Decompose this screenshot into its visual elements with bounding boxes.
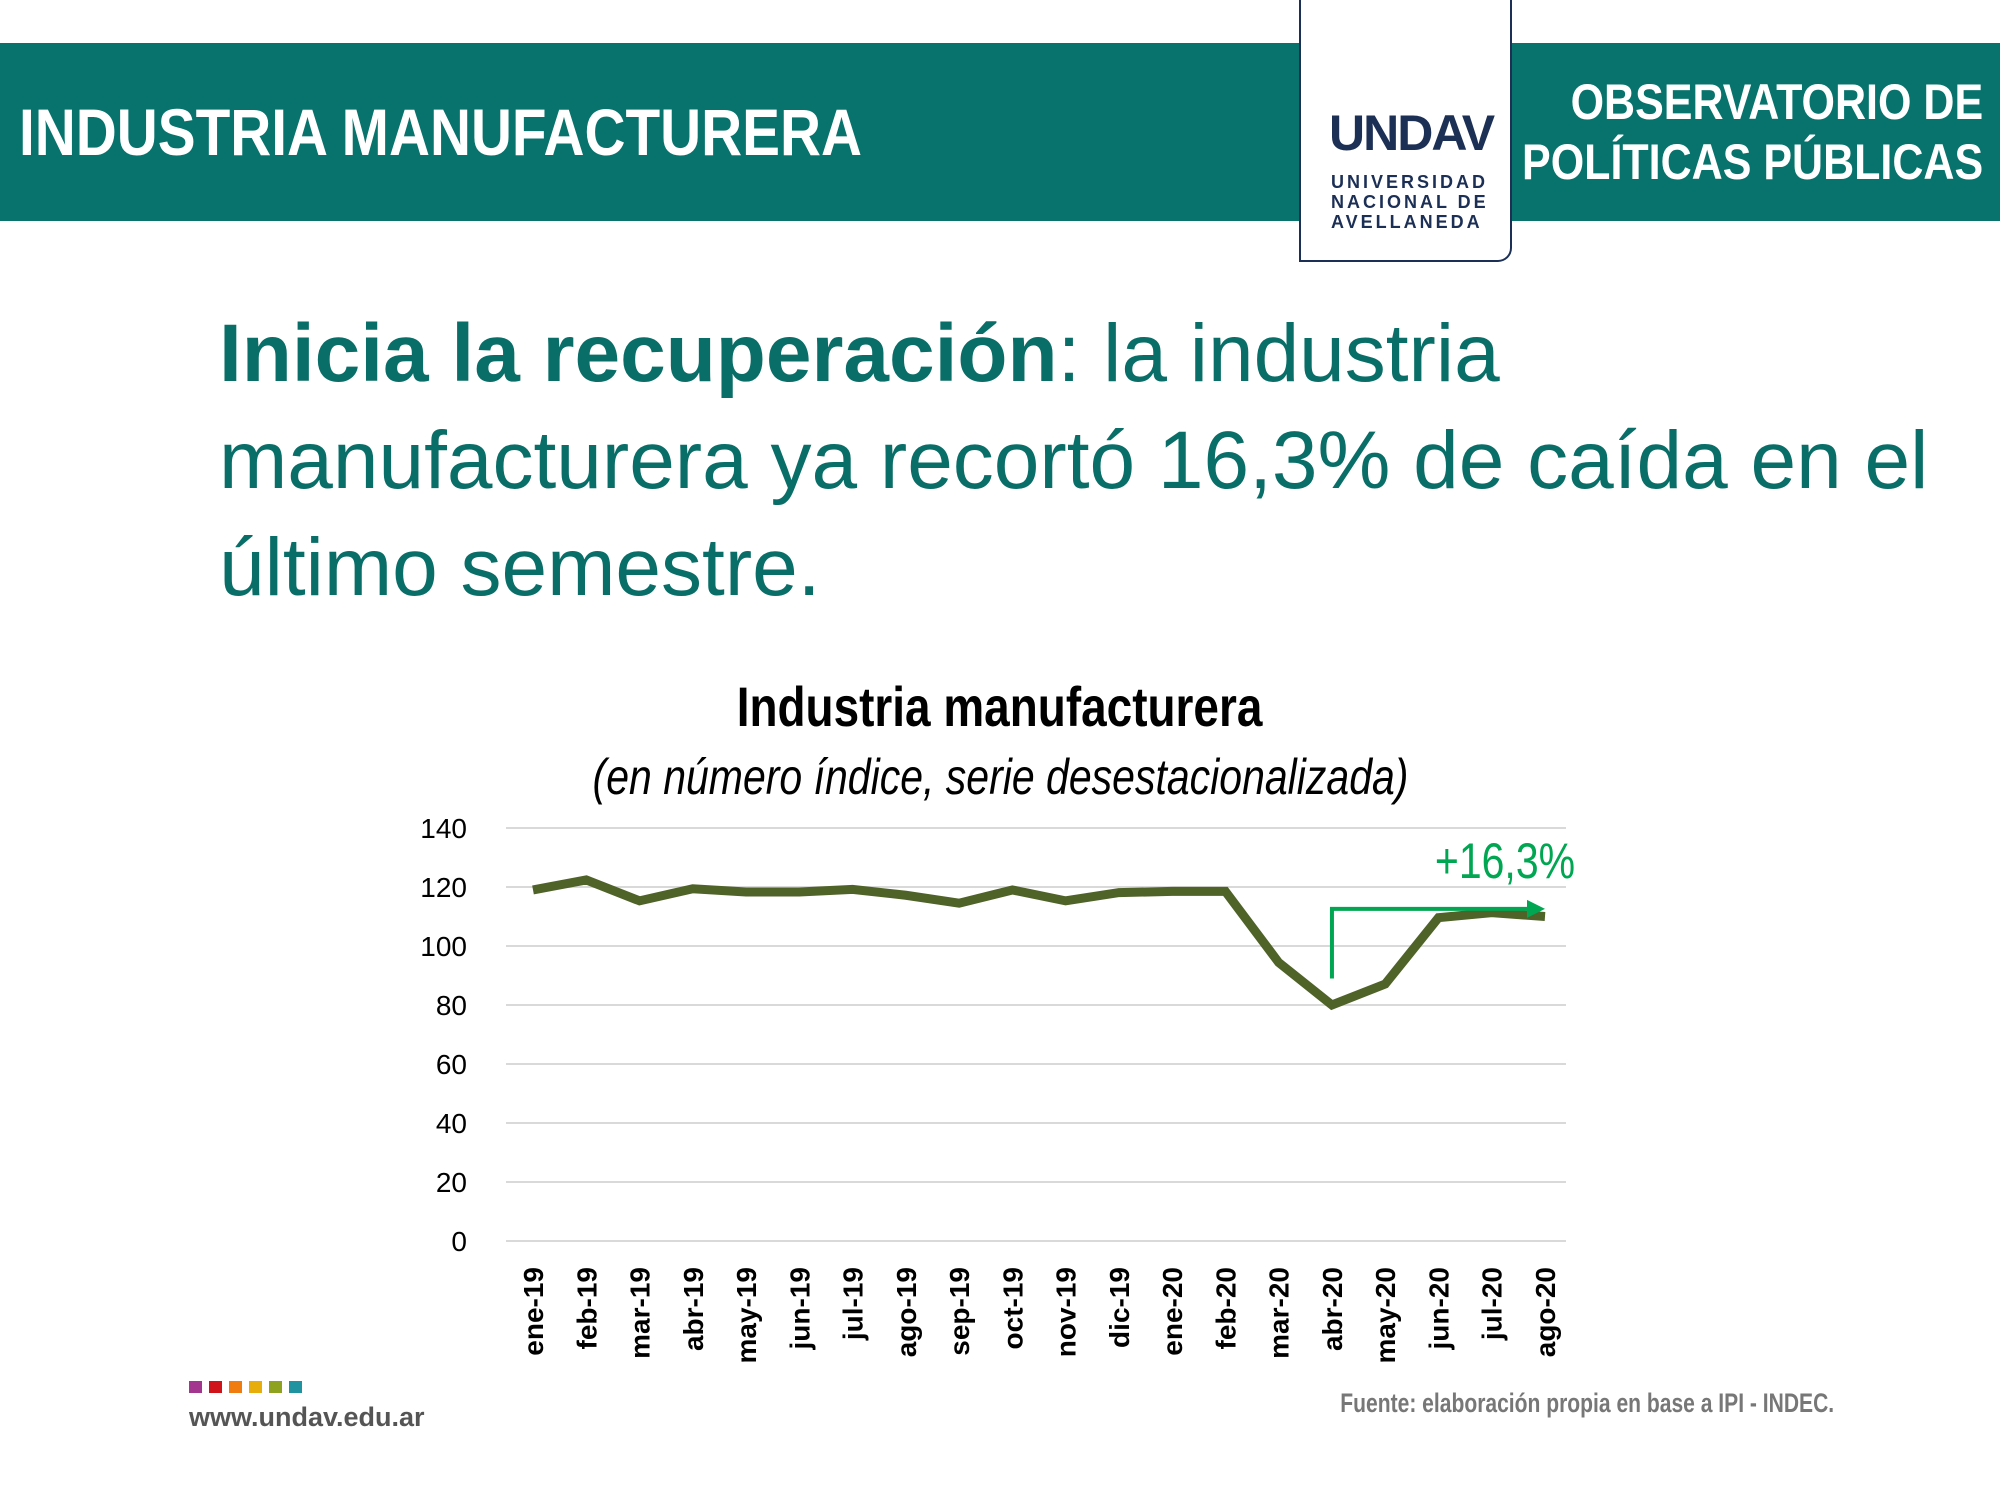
y-tick-label: 40 xyxy=(436,1108,467,1139)
color-square xyxy=(229,1381,242,1393)
website-link[interactable]: www.undav.edu.ar xyxy=(189,1402,425,1432)
chart-subtitle: (en número índice, serie desestacionaliz… xyxy=(0,748,2000,806)
logo-line2: NACIONAL DE xyxy=(1331,192,1489,212)
brand-color-squares xyxy=(189,1381,302,1393)
x-tick-label: mar-19 xyxy=(625,1267,656,1359)
logo-line1: UNIVERSIDAD xyxy=(1331,172,1489,192)
y-tick-label: 80 xyxy=(436,990,467,1021)
color-square xyxy=(269,1381,282,1393)
x-tick-label: ago-20 xyxy=(1530,1267,1561,1357)
color-square xyxy=(289,1381,302,1393)
y-tick-label: 100 xyxy=(420,931,467,962)
x-tick-label: may-19 xyxy=(731,1267,762,1364)
headline: Inicia la recuperación: la industria man… xyxy=(219,300,1959,621)
x-tick-label: ago-19 xyxy=(891,1267,922,1357)
x-tick-label: dic-19 xyxy=(1104,1267,1135,1348)
undav-logo: UNDAV UNIVERSIDAD NACIONAL DE AVELLANEDA xyxy=(1299,0,1512,262)
color-square xyxy=(209,1381,222,1393)
y-tick-label: 0 xyxy=(451,1226,467,1257)
y-tick-label: 60 xyxy=(436,1049,467,1080)
x-tick-label: mar-20 xyxy=(1264,1267,1295,1359)
annotation-arrow xyxy=(1329,906,1530,979)
observatory-line2: POLÍTICAS PÚBLICAS xyxy=(1521,134,1983,190)
observatory-line1: OBSERVATORIO DE xyxy=(1570,74,1983,130)
color-square xyxy=(249,1381,262,1393)
y-tick-label: 20 xyxy=(436,1167,467,1198)
source-note: Fuente: elaboración propia en base a IPI… xyxy=(1340,1388,1834,1418)
chart-title-text: Industria manufacturera xyxy=(737,675,1263,738)
x-tick-label: sep-19 xyxy=(944,1267,975,1356)
observatory-title: OBSERVATORIO DE POLÍTICAS PÚBLICAS xyxy=(1522,72,1983,192)
chart-subtitle-text: (en número índice, serie desestacionaliz… xyxy=(592,749,1408,805)
y-tick-label: 120 xyxy=(420,872,467,903)
x-tick-label: may-20 xyxy=(1370,1267,1401,1364)
series-line xyxy=(532,875,1546,1011)
x-tick-label: oct-19 xyxy=(997,1267,1028,1349)
logo-mark: UNDAV xyxy=(1329,105,1495,161)
logo-line3: AVELLANEDA xyxy=(1331,212,1483,232)
y-tick-label: 140 xyxy=(420,813,467,844)
x-tick-label: jun-20 xyxy=(1423,1267,1454,1350)
x-tick-label: jul-19 xyxy=(838,1267,869,1341)
x-tick-label: ene-20 xyxy=(1157,1267,1188,1356)
x-tick-label: jun-19 xyxy=(784,1267,815,1350)
x-tick-label: nov-19 xyxy=(1051,1267,1082,1357)
logo-text: UNIVERSIDAD NACIONAL DE AVELLANEDA xyxy=(1331,172,1489,232)
headline-rest: : la industria manufacturera ya recortó … xyxy=(219,308,1929,613)
header-band xyxy=(0,43,2000,221)
chart-title: Industria manufacturera xyxy=(0,675,2000,739)
x-tick-label: feb-20 xyxy=(1210,1267,1241,1349)
section-title: INDUSTRIA MANUFACTURERA xyxy=(19,95,862,169)
x-tick-label: jul-20 xyxy=(1477,1267,1508,1341)
arrow-head-icon xyxy=(1527,899,1545,918)
annotation-label: +16,3% xyxy=(1435,833,1575,889)
x-tick-label: feb-19 xyxy=(571,1267,602,1349)
x-tick-label: ene-19 xyxy=(518,1267,549,1356)
color-square xyxy=(189,1381,202,1393)
x-tick-label: abr-19 xyxy=(678,1267,709,1351)
headline-bold: Inicia la recuperación xyxy=(219,308,1058,399)
x-tick-label: abr-20 xyxy=(1317,1267,1348,1351)
